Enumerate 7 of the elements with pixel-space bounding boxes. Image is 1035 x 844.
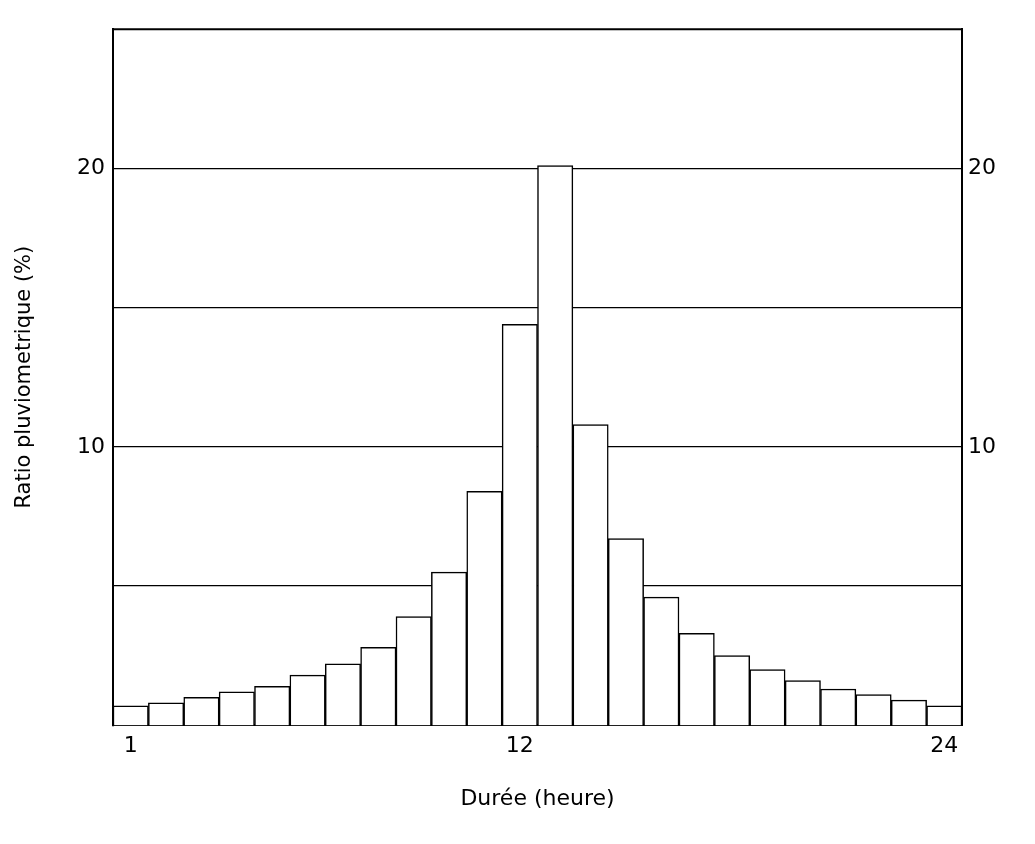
x-axis-title: Durée (heure) [460,784,615,810]
y-axis-title: Ratio pluviometrique (%) [11,245,36,509]
x-tick-label: 24 [930,732,959,758]
y2-tick-label: 10 [968,432,996,458]
x-tick-label: 1 [123,732,138,758]
x-tick-label: 12 [505,732,534,758]
y2-tick-label: 20 [968,154,996,180]
